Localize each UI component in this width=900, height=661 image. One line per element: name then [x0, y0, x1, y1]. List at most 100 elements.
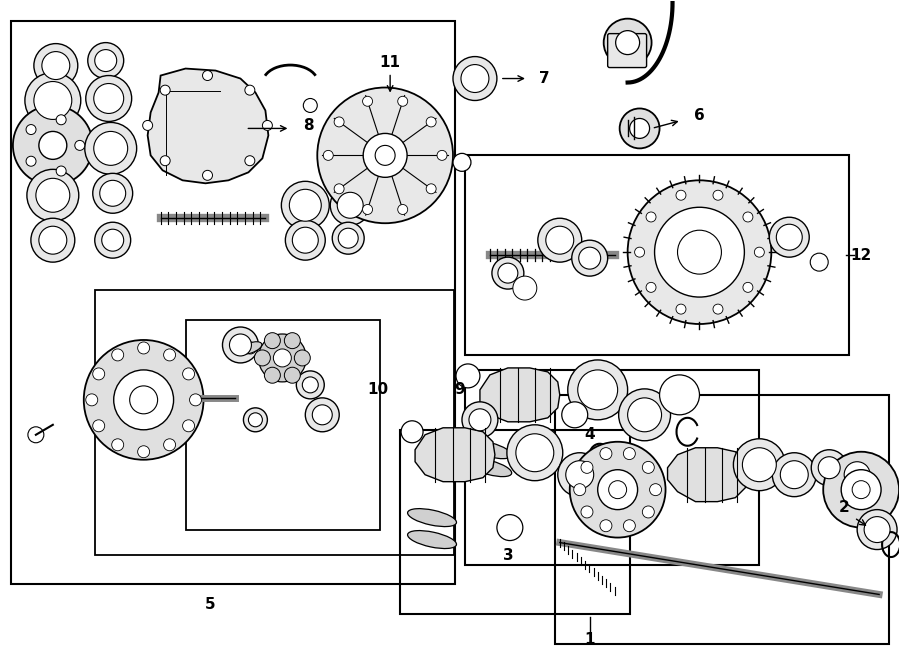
Circle shape — [462, 402, 498, 438]
Circle shape — [27, 169, 79, 221]
Circle shape — [284, 332, 301, 348]
Circle shape — [323, 151, 333, 161]
Text: 8: 8 — [303, 118, 313, 133]
Circle shape — [538, 218, 581, 262]
Bar — [185, 320, 380, 529]
Circle shape — [282, 181, 329, 229]
Circle shape — [811, 449, 847, 486]
Circle shape — [86, 75, 131, 122]
Ellipse shape — [408, 531, 456, 549]
Circle shape — [112, 349, 123, 361]
Text: 10: 10 — [367, 382, 389, 397]
Circle shape — [646, 282, 656, 292]
Circle shape — [245, 156, 255, 166]
Circle shape — [93, 173, 132, 214]
Circle shape — [857, 510, 897, 549]
Circle shape — [28, 427, 44, 443]
Circle shape — [248, 413, 263, 427]
Circle shape — [190, 394, 202, 406]
Circle shape — [94, 83, 123, 114]
Circle shape — [618, 389, 670, 441]
Circle shape — [824, 451, 899, 527]
Circle shape — [513, 276, 536, 300]
Circle shape — [160, 156, 170, 166]
Circle shape — [627, 398, 662, 432]
Circle shape — [401, 421, 423, 443]
Circle shape — [39, 132, 67, 159]
Circle shape — [93, 420, 104, 432]
Circle shape — [26, 156, 36, 166]
Polygon shape — [415, 428, 495, 482]
Circle shape — [634, 247, 644, 257]
Circle shape — [660, 375, 699, 415]
Circle shape — [130, 386, 158, 414]
Circle shape — [562, 402, 588, 428]
Circle shape — [568, 360, 627, 420]
Circle shape — [427, 117, 436, 127]
Polygon shape — [668, 447, 747, 502]
Circle shape — [654, 208, 744, 297]
Circle shape — [289, 189, 321, 221]
Circle shape — [558, 453, 602, 496]
Circle shape — [303, 98, 318, 112]
Circle shape — [545, 226, 573, 254]
Circle shape — [842, 470, 881, 510]
Ellipse shape — [408, 508, 456, 527]
Circle shape — [364, 134, 407, 177]
Circle shape — [160, 85, 170, 95]
Circle shape — [627, 180, 771, 324]
Circle shape — [650, 484, 662, 496]
Ellipse shape — [468, 441, 512, 459]
Circle shape — [453, 57, 497, 100]
Circle shape — [453, 153, 471, 171]
Circle shape — [742, 282, 753, 292]
Text: 5: 5 — [205, 597, 216, 612]
Circle shape — [202, 171, 212, 180]
Circle shape — [202, 71, 212, 81]
Circle shape — [263, 120, 273, 130]
Circle shape — [245, 85, 255, 95]
Circle shape — [100, 180, 126, 206]
Circle shape — [138, 342, 149, 354]
Circle shape — [469, 409, 491, 431]
Circle shape — [581, 506, 593, 518]
Circle shape — [183, 420, 194, 432]
Circle shape — [630, 118, 650, 138]
Circle shape — [398, 204, 408, 214]
Bar — [11, 20, 455, 584]
Circle shape — [39, 226, 67, 254]
Circle shape — [713, 190, 723, 200]
Circle shape — [13, 106, 93, 185]
Circle shape — [164, 349, 176, 361]
Circle shape — [676, 190, 686, 200]
Circle shape — [507, 425, 562, 481]
Circle shape — [230, 334, 251, 356]
Ellipse shape — [468, 459, 512, 477]
Circle shape — [26, 124, 36, 135]
Circle shape — [608, 481, 626, 498]
Bar — [94, 290, 454, 555]
Circle shape — [579, 247, 600, 269]
Circle shape — [222, 327, 258, 363]
Circle shape — [598, 470, 637, 510]
Text: 11: 11 — [380, 55, 400, 70]
Circle shape — [94, 132, 128, 165]
Circle shape — [56, 166, 67, 176]
Circle shape — [770, 217, 809, 257]
Circle shape — [572, 240, 608, 276]
Circle shape — [461, 65, 489, 93]
Circle shape — [86, 394, 98, 406]
Circle shape — [31, 218, 75, 262]
Circle shape — [255, 350, 270, 366]
Circle shape — [810, 253, 828, 271]
Bar — [465, 370, 760, 564]
Circle shape — [566, 461, 594, 488]
Circle shape — [818, 457, 841, 479]
Circle shape — [94, 222, 130, 258]
Circle shape — [284, 368, 301, 383]
Circle shape — [852, 481, 870, 498]
Circle shape — [734, 439, 786, 490]
Circle shape — [437, 151, 447, 161]
Circle shape — [338, 228, 358, 248]
Circle shape — [604, 19, 652, 67]
